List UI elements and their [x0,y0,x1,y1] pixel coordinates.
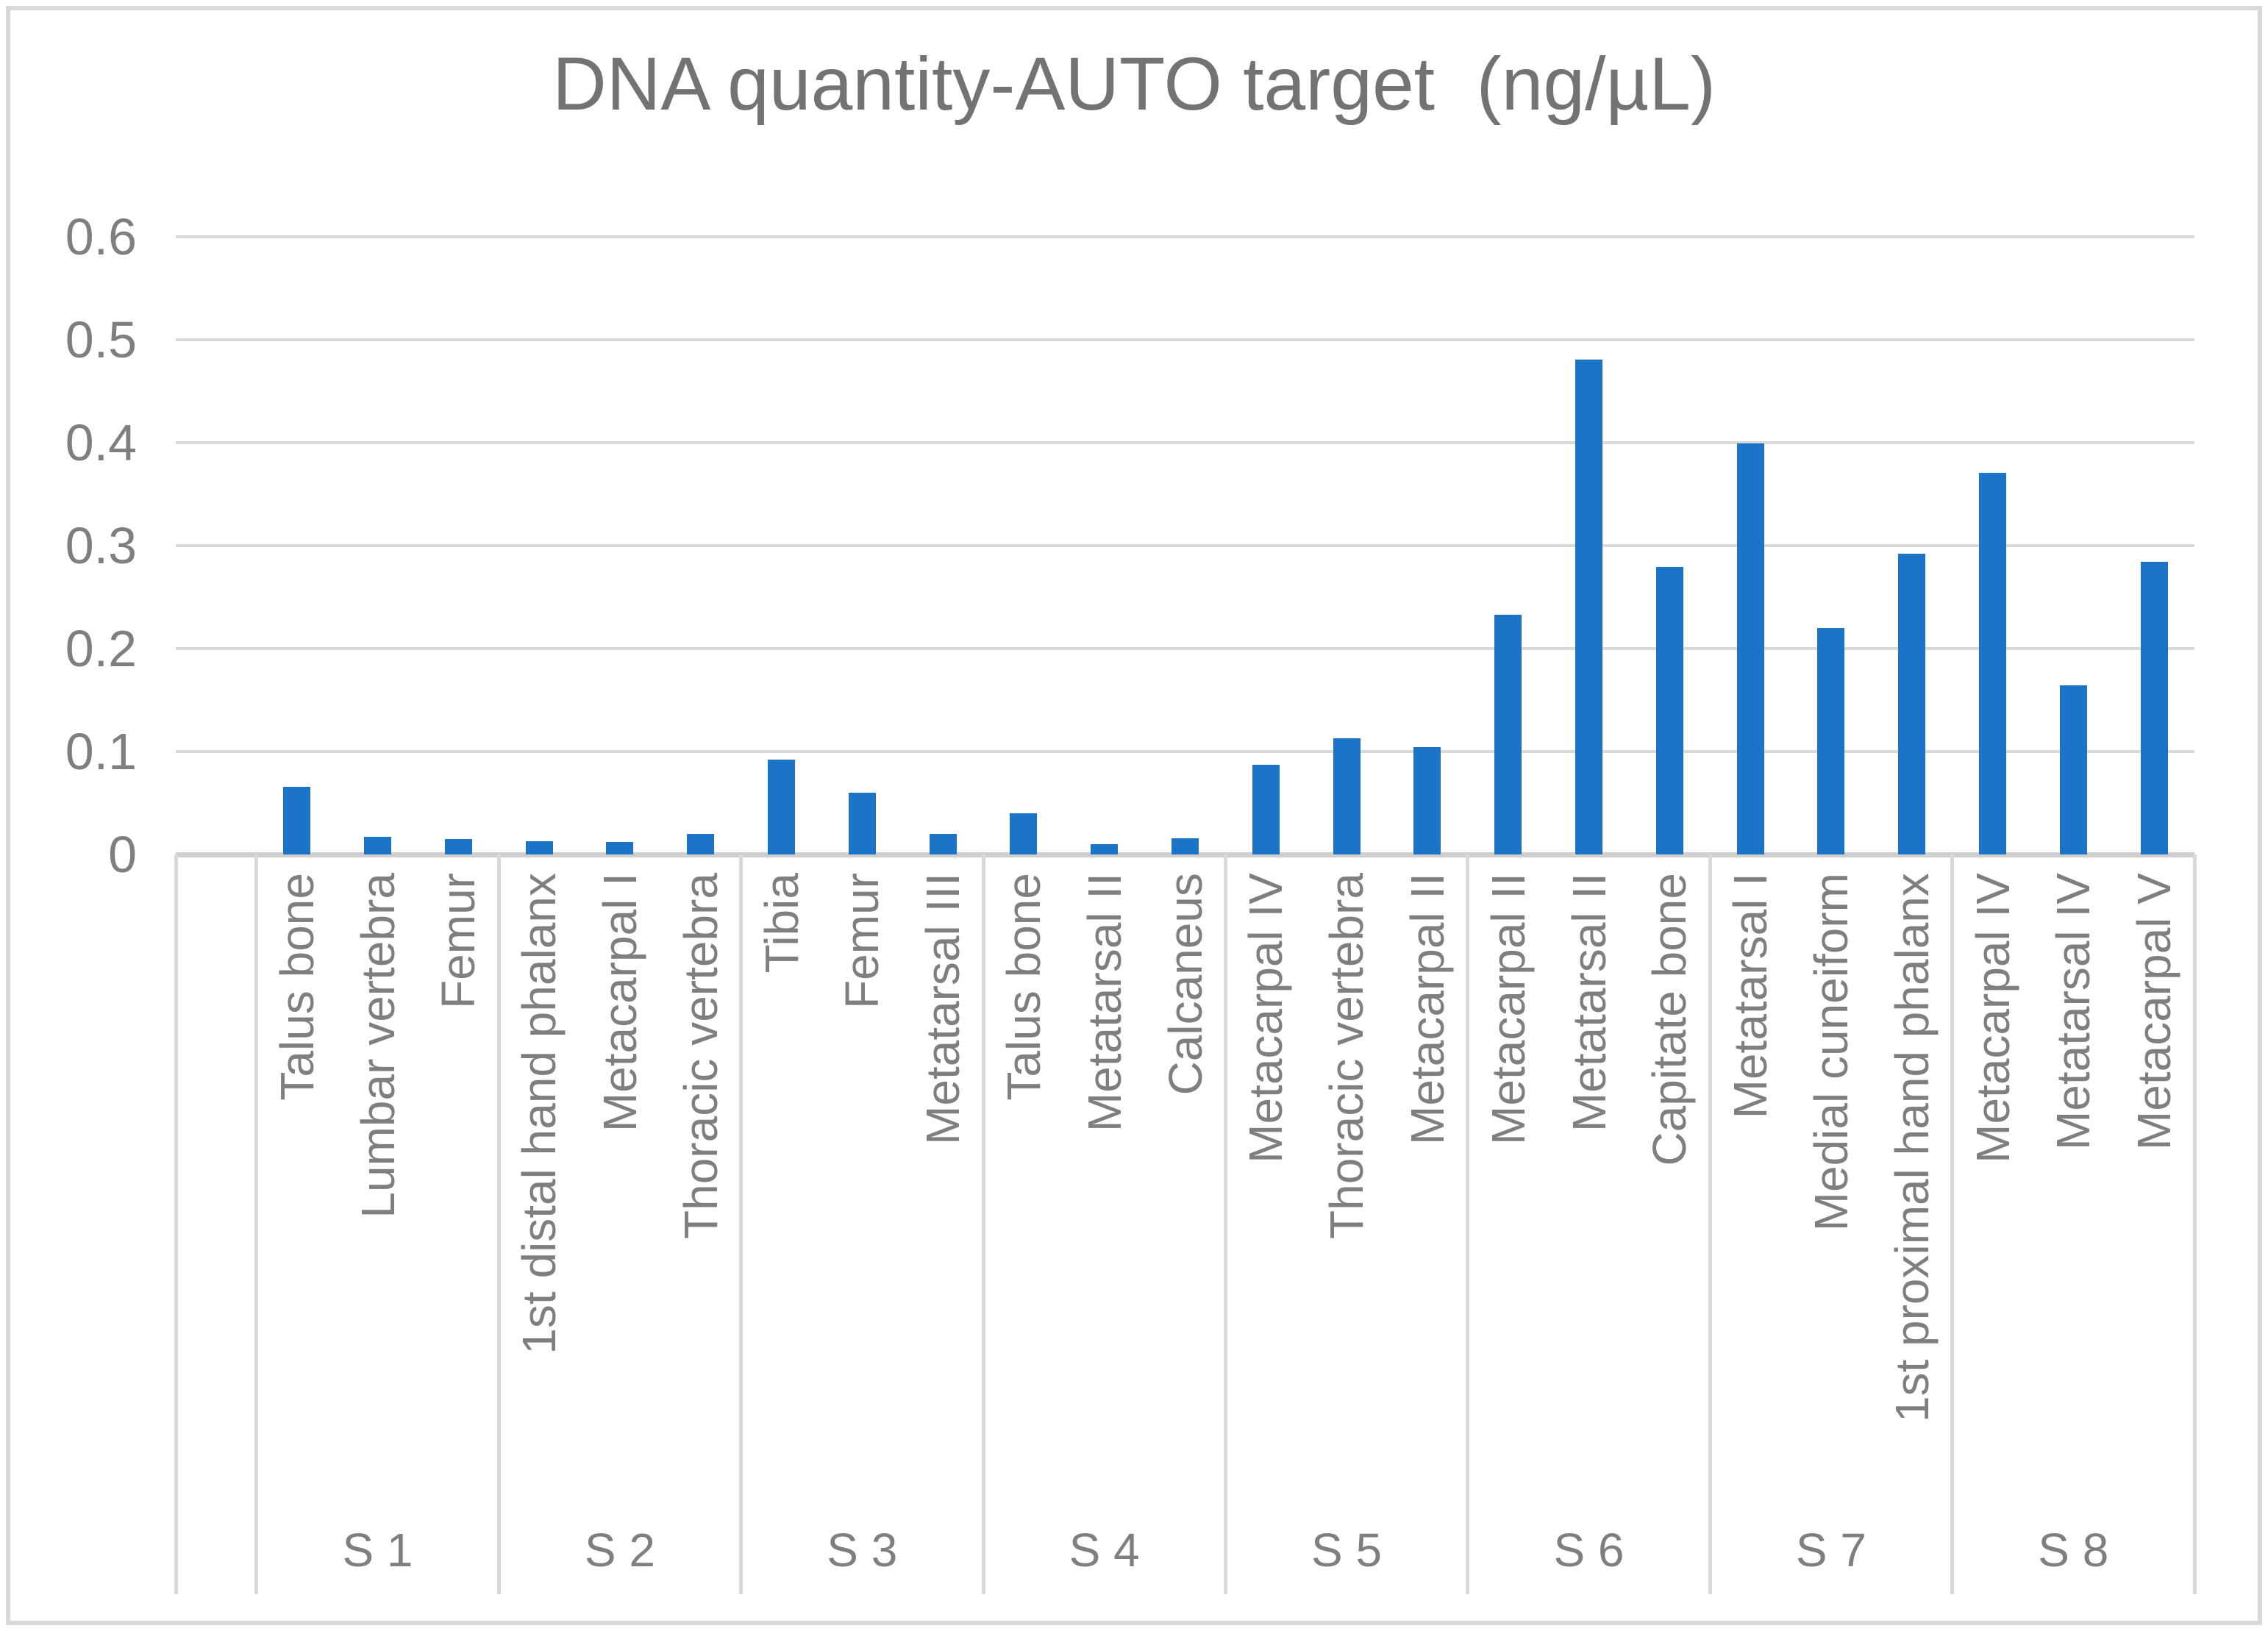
bone-label: Talus bone [270,873,324,1101]
group-label: S 5 [1311,1524,1383,1577]
bone-label: Capitate bone [1643,873,1697,1166]
bar [283,786,311,854]
bone-label: Tibia [755,873,808,974]
group-separator [496,854,501,1594]
bone-label: Metatarsal II [1562,873,1616,1132]
group-separator [1223,854,1227,1594]
bar [768,760,795,854]
bone-label: Talus bone [996,873,1050,1101]
bar [1979,472,2006,854]
group-label: S 1 [342,1524,413,1577]
y-tick-label: 0.3 [65,517,137,574]
group-separator [1950,854,1955,1594]
group-label: S 2 [584,1524,655,1577]
bar [1575,359,1602,854]
group-label: S 7 [1795,1524,1866,1577]
x-axis-line [176,852,2194,857]
bar [1413,747,1441,854]
bone-label: Thoracic vertebra [674,873,727,1239]
group-separator [2192,854,2197,1594]
y-tick-label: 0.6 [65,208,137,265]
bar [1172,838,1199,854]
bar [687,834,715,854]
chart-title: DNA quantity-AUTO target (ng/µL) [552,42,1716,126]
group-label: S 8 [2038,1524,2109,1577]
bone-label: Metatarsal II [1077,873,1131,1132]
y-gridline [176,235,2194,238]
group-label: S 6 [1553,1524,1625,1577]
y-tick-label: 0.4 [65,414,137,471]
group-separator [981,854,985,1594]
bar [2140,562,2168,854]
y-tick-label: 0.2 [65,620,137,677]
bone-label: 1st proximal hand phalanx [1885,873,1939,1423]
bar [444,839,472,854]
bar [364,837,391,854]
bone-label: Thoracic vertebra [1320,873,1374,1239]
bar [1817,628,1845,854]
group-separator [1466,854,1470,1594]
group-separator [174,854,178,1594]
bone-label: Medial cuneiform [1804,873,1858,1232]
y-gridline [176,750,2194,753]
y-tick-label: 0 [108,826,137,883]
bar [1010,813,1038,854]
bone-label: Metacarpal V [2128,873,2181,1151]
bar [1091,844,1119,854]
bar [1494,614,1522,854]
group-label: S 3 [827,1524,898,1577]
chart-frame: DNA quantity-AUTO target (ng/µL) 0 0.1 0.2… [6,6,2262,1625]
bar [1252,765,1280,854]
y-gridline [176,647,2194,650]
bar [1898,554,1926,854]
y-gridline [176,441,2194,444]
group-separator [739,854,743,1594]
y-gridline [176,544,2194,547]
bar [1333,738,1361,854]
bone-label: Metacarpal IV [1239,873,1293,1163]
bone-label: Metatarsal IV [2047,873,2100,1151]
bar [1655,567,1683,854]
bone-label: Metacarpal I [593,873,646,1132]
bone-label: 1st distal hand phalanx [513,873,566,1355]
bone-label: Metatarsal I [1724,873,1777,1119]
bar [606,842,634,854]
bone-label: Lumbar vertebra [351,873,404,1218]
bar [1736,443,1764,854]
group-separator [1708,854,1712,1594]
bar [2059,685,2087,854]
bone-label: Metatarsal III [916,873,970,1145]
group-label: S 4 [1069,1524,1140,1577]
y-tick-label: 0.1 [65,723,137,780]
bone-label: Calcaneus [1158,873,1212,1096]
y-gridline [176,338,2194,341]
bone-label: Metacarpal II [1400,873,1454,1145]
bone-label: Femur [835,873,889,1009]
bar [848,793,876,854]
group-separator [254,854,259,1594]
bone-label: Femur [432,873,485,1009]
bone-label: Metacarpal II [1481,873,1535,1145]
y-tick-label: 0.5 [65,311,137,368]
bone-label: Metacarpal IV [1966,873,2019,1163]
bar [525,841,553,854]
bar [929,834,957,854]
